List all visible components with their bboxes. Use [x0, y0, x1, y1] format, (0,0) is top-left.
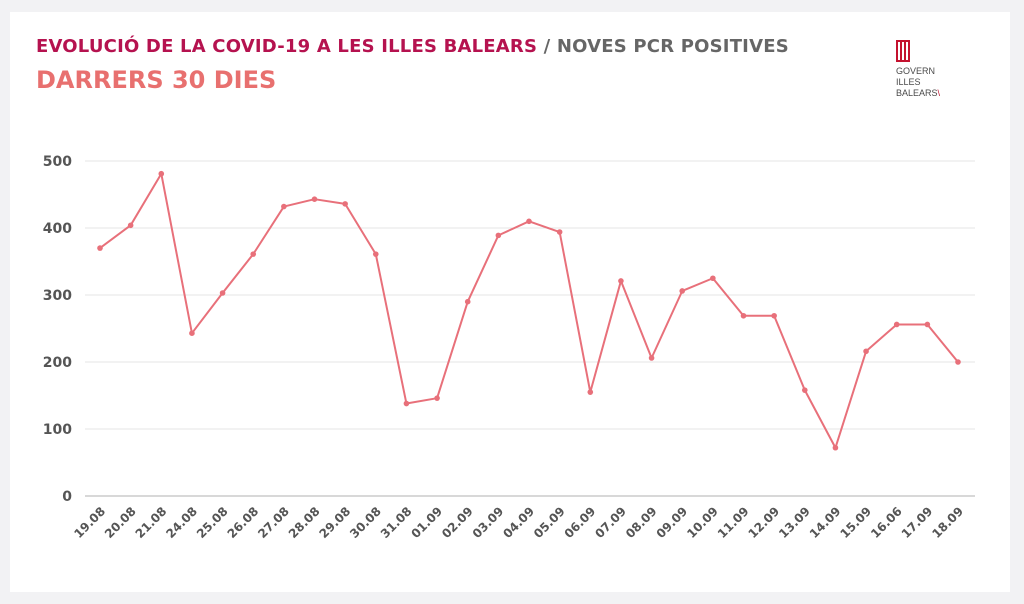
data-point [679, 288, 686, 294]
x-tick-label: 27.08 [255, 504, 292, 541]
grid-lines [85, 160, 975, 497]
data-point [618, 278, 624, 284]
x-axis-ticks: 19.0820.0821.0824.0825.0826.0827.0828.08… [71, 504, 966, 541]
logo-text-govern: GOVERN [896, 66, 936, 76]
y-tick-label: 100 [43, 422, 72, 438]
y-tick-label: 500 [43, 154, 72, 170]
data-point [158, 170, 165, 177]
data-point [924, 321, 931, 328]
x-tick-label: 10.09 [684, 504, 721, 541]
x-tick-label: 19.08 [71, 504, 108, 541]
data-point [189, 330, 195, 336]
govern-logo: GOVERN ILLES BALEARS\ [896, 40, 976, 99]
x-tick-label: 16.06 [868, 504, 905, 541]
x-tick-label: 13.09 [776, 504, 813, 541]
data-point [372, 251, 379, 257]
x-tick-label: 09.09 [654, 504, 691, 541]
y-tick-label: 0 [62, 489, 72, 505]
series-line [99, 172, 959, 449]
data-point [955, 359, 961, 365]
data-point [311, 196, 318, 202]
y-tick-label: 400 [43, 221, 72, 237]
x-tick-label: 15.09 [837, 504, 874, 541]
x-tick-label: 07.09 [592, 504, 629, 541]
data-point [127, 222, 134, 229]
x-tick-label: 18.09 [929, 504, 966, 541]
data-point [832, 444, 839, 451]
data-point [648, 355, 655, 361]
chart-title-separator: / [543, 36, 551, 57]
y-tick-label: 200 [43, 355, 72, 371]
x-tick-label: 08.09 [623, 504, 660, 541]
x-tick-label: 03.09 [470, 504, 507, 541]
x-tick-label: 30.08 [347, 504, 384, 541]
x-tick-label: 01.09 [408, 504, 445, 541]
x-tick-label: 20.08 [102, 504, 139, 541]
data-point [587, 389, 594, 395]
chart-subtitle: DARRERS 30 DIES [36, 66, 277, 94]
data-point [434, 395, 440, 401]
x-tick-label: 24.08 [163, 504, 200, 541]
data-point [250, 251, 257, 257]
data-point [342, 201, 348, 207]
data-point [495, 232, 502, 239]
x-tick-label: 25.08 [194, 504, 231, 541]
chart-title-secondary: NOVES PCR POSITIVES [556, 36, 789, 57]
data-point [556, 229, 563, 235]
y-tick-label: 300 [43, 288, 72, 304]
logo-text-balears: BALEARS [896, 88, 938, 98]
data-point [219, 290, 226, 296]
chart-title-main: EVOLUCIÓ DE LA COVID-19 A LES ILLES BALE… [36, 36, 538, 57]
x-tick-label: 04.09 [500, 504, 537, 541]
x-tick-label: 29.08 [317, 504, 354, 541]
data-point [97, 245, 103, 251]
x-tick-label: 21.08 [133, 504, 170, 541]
logo-text-illes: ILLES [896, 77, 921, 87]
x-tick-label: 11.09 [715, 504, 752, 541]
x-tick-label: 02.09 [439, 504, 476, 541]
data-point [403, 400, 410, 407]
x-tick-label: 06.09 [562, 504, 599, 541]
x-tick-label: 31.08 [378, 504, 415, 541]
data-point [740, 312, 747, 319]
data-point [771, 312, 777, 319]
govern-illes-balears-logo-icon [896, 40, 910, 62]
series-layer [97, 170, 961, 451]
data-point [801, 387, 808, 393]
data-point [281, 203, 287, 210]
x-tick-label: 05.09 [531, 504, 568, 541]
x-tick-label: 28.08 [286, 504, 323, 541]
x-tick-label: 17.09 [899, 504, 936, 541]
data-point [526, 218, 532, 225]
data-point [464, 298, 471, 305]
x-tick-label: 14.09 [807, 504, 844, 541]
data-point [893, 321, 900, 328]
y-axis-ticks: 0 100 200 300 400 500 [43, 154, 72, 505]
data-point [710, 275, 716, 282]
x-tick-label: 26.08 [225, 504, 262, 541]
chart-title: EVOLUCIÓ DE LA COVID-19 A LES ILLES BALE… [36, 36, 789, 57]
data-point [863, 348, 869, 355]
x-tick-label: 12.09 [746, 504, 783, 541]
